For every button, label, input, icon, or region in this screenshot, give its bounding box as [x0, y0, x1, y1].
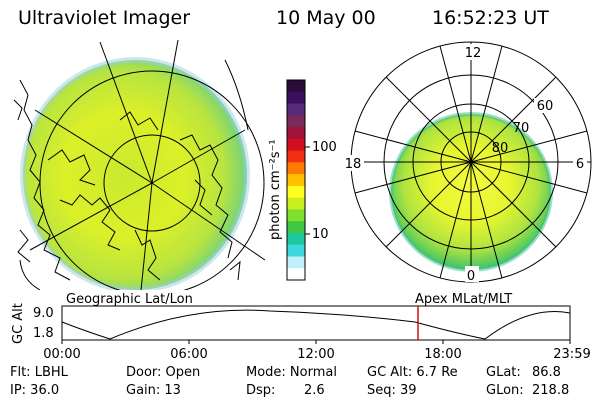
mlt-label-18: 18 [345, 157, 362, 172]
auroral-image-left [23, 60, 247, 290]
mlat-label-80: 80 [492, 141, 509, 156]
seq-status: Seq: 39 [367, 383, 417, 398]
orbit-ytick-max: 9.0 [33, 306, 54, 321]
colorbar-swatch [287, 80, 305, 93]
colorbar-swatch [287, 185, 305, 199]
mlt-label-6: 6 [576, 157, 584, 172]
instrument-title: Ultraviolet Imager [18, 7, 191, 29]
door-status: Door: Open [126, 365, 201, 380]
orbit-xtick-0600: 06:00 [170, 347, 207, 362]
filter-status: Flt: LBHL [10, 365, 68, 380]
colorbar-swatch [287, 268, 305, 281]
glon-label: GLon: [486, 383, 524, 398]
magnetic-panel: 12 18 6 0 60 70 80 [342, 41, 592, 284]
colorbar-swatch [287, 197, 305, 210]
colorbar-swatch [287, 221, 305, 234]
orbit-plot: Geographic Lat/Lon Apex MLat/MLT GC Alt … [11, 292, 591, 362]
colorbar-swatch [287, 256, 305, 269]
right-panel-caption: Apex MLat/MLT [415, 292, 512, 307]
orbit-xtick-2359: 23:59 [553, 347, 590, 362]
orbit-ylabel: GC Alt [11, 303, 26, 344]
mlat-grid [350, 41, 592, 283]
mlat-label-70: 70 [513, 121, 530, 136]
colorbar-swatch [287, 174, 305, 187]
colorbar-swatch [287, 138, 305, 152]
mlat-label-60: 60 [537, 99, 554, 114]
glat-value: 86.8 [532, 365, 561, 380]
dsp-label: Dsp: [246, 383, 276, 398]
left-panel-caption: Geographic Lat/Lon [66, 292, 193, 307]
glon-value: 218.8 [532, 383, 570, 398]
colorbar-tick-100: 100 [312, 140, 337, 155]
colorbar-swatch [287, 244, 305, 257]
geo-grid [19, 40, 266, 290]
altitude-curve [61, 309, 571, 340]
orbit-ytick-min: 1.8 [33, 326, 54, 341]
gain-status: Gain: 13 [126, 383, 181, 398]
colorbar-tick-10: 10 [312, 227, 329, 242]
colorbar: 100 10 photon cm⁻²s⁻¹ [268, 79, 337, 281]
dsp-value: 2.6 [304, 383, 325, 398]
orbit-xtick-1800: 18:00 [424, 347, 461, 362]
colorbar-swatch [287, 232, 305, 246]
orbit-xtick-1200: 12:00 [297, 347, 334, 362]
colorbar-swatch [287, 209, 305, 222]
colorbar-swatch [287, 150, 305, 163]
coastlines [13, 79, 241, 281]
date-label: 10 May 00 [276, 7, 376, 29]
colorbar-swatch [287, 103, 305, 116]
ip-status: IP: 36.0 [10, 383, 60, 398]
glat-label: GLat: [486, 365, 521, 380]
time-label: 16:52:23 UT [432, 7, 549, 29]
colorbar-unit-label: photon cm⁻²s⁻¹ [268, 139, 283, 240]
orbit-xtick-0000: 00:00 [43, 347, 80, 362]
mlt-label-12: 12 [465, 46, 482, 61]
geographic-panel [13, 40, 266, 290]
colorbar-swatch [287, 115, 305, 128]
mlt-label-0: 0 [467, 269, 475, 284]
gc-alt-status: GC Alt: 6.7 Re [367, 365, 458, 380]
colorbar-swatch [287, 127, 305, 140]
colorbar-swatch [287, 162, 305, 175]
mode-status: Mode: Normal [246, 365, 337, 380]
colorbar-swatch [287, 91, 305, 105]
